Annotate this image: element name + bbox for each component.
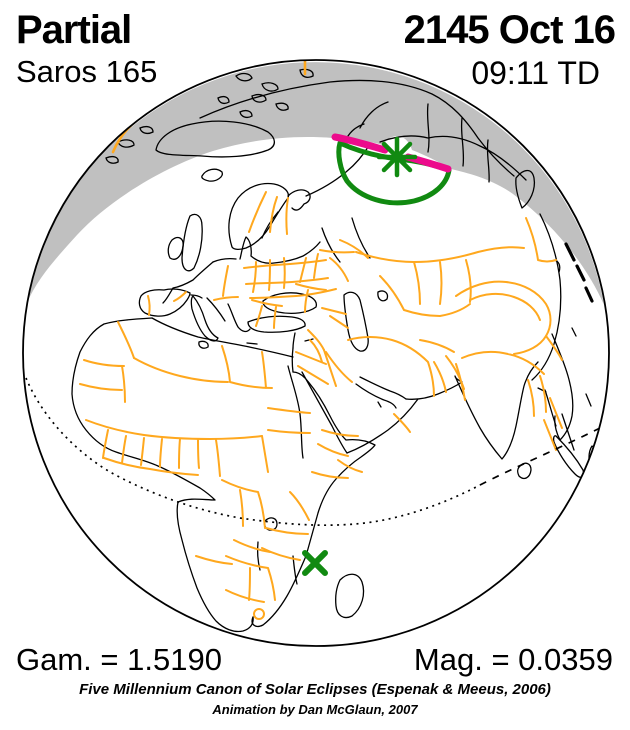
- eclipse-rise-set-limit-west: [331, 133, 389, 154]
- saros-series-label: Saros 165: [16, 54, 158, 89]
- magnitude-value-label: Mag. = 0.0359: [413, 642, 613, 677]
- source-credit-line: Five Millennium Canon of Solar Eclipses …: [79, 681, 551, 698]
- gamma-value-label: Gam. = 1.5190: [16, 642, 222, 677]
- globe-disc: [23, 60, 609, 646]
- greatest-eclipse-marker: [376, 136, 418, 178]
- animation-credit-line: Animation by Dan McGlaun, 2007: [212, 702, 418, 717]
- coastlines-day: [71, 143, 609, 633]
- globe-limb: [22, 59, 610, 647]
- night-shading-region: [27, 62, 604, 305]
- subsolar-point-marker: [302, 550, 328, 576]
- eclipse-visibility-curves: [302, 133, 452, 576]
- country-borders: [79, 60, 563, 620]
- eclipse-type-label: Partial: [16, 8, 132, 52]
- coastlines-night: [105, 68, 594, 381]
- subsolar-latitude-line: [25, 377, 601, 527]
- eclipse-date-label: 2145 Oct 16: [403, 8, 616, 52]
- eclipse-time-label: 09:11 TD: [471, 55, 600, 91]
